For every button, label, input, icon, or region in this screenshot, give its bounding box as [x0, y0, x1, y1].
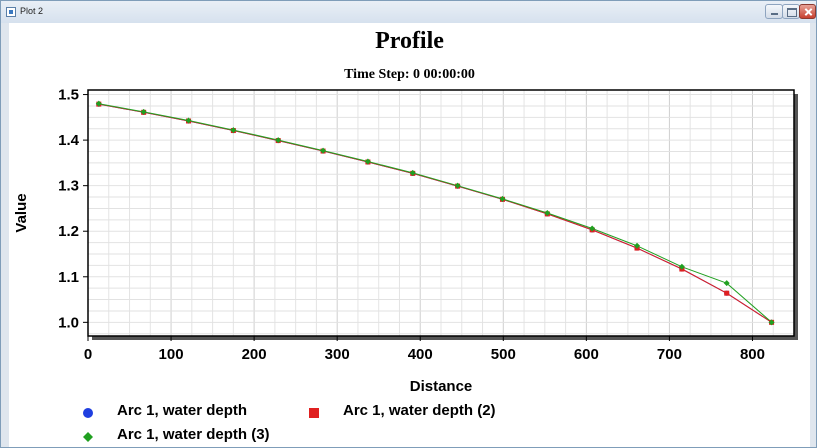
- x-tick-label: 500: [491, 346, 516, 363]
- series-3-point: [230, 127, 237, 134]
- profile-chart: 0 100 200 300 400 500 600 700 800 1.0 1.1 1.2 1.3 1.4…: [13, 87, 798, 395]
- series-3-point: [454, 182, 461, 189]
- legend-label: Arc 1, water depth (3): [117, 426, 270, 443]
- y-tick-label: 1.1: [58, 269, 79, 286]
- series-3-point: [275, 137, 282, 144]
- y-tick-label: 1.3: [58, 178, 79, 195]
- green-diamond-marker-icon: [83, 432, 93, 442]
- x-tick-label: 800: [740, 346, 765, 363]
- y-tick-label: 1.4: [58, 132, 80, 149]
- window-title: Plot 2: [20, 6, 44, 16]
- x-tick-label: 200: [242, 346, 267, 363]
- series-3-point: [589, 225, 596, 232]
- legend-label: Arc 1, water depth (2): [343, 402, 496, 419]
- x-axis-label: Distance: [410, 378, 473, 395]
- y-tick-label: 1.2: [58, 223, 79, 240]
- series-3-point: [409, 169, 416, 176]
- maximize-button[interactable]: [782, 4, 800, 19]
- series-3-point: [320, 147, 327, 154]
- y-axis-label: Value: [13, 193, 30, 232]
- series-3-point: [768, 319, 775, 326]
- plot-title: Profile: [375, 28, 444, 54]
- y-tick-label: 1.5: [58, 87, 79, 104]
- plot-frame: [87, 89, 795, 337]
- close-button[interactable]: [799, 4, 816, 19]
- series-3-point: [634, 242, 641, 249]
- x-tick-label: 700: [657, 346, 682, 363]
- x-tick-label: 0: [84, 346, 92, 363]
- legend-label: Arc 1, water depth: [117, 402, 248, 419]
- x-tick-label: 400: [408, 346, 433, 363]
- series-2-point: [724, 290, 730, 296]
- plot-subtitle: Time Step: 0 00:00:00: [344, 67, 475, 82]
- x-tick-label: 600: [574, 346, 599, 363]
- app-icon[interactable]: [6, 7, 16, 17]
- blue-circle-marker-icon: [83, 408, 93, 418]
- series-3-point: [185, 117, 192, 124]
- minimize-button[interactable]: [765, 4, 783, 19]
- red-square-marker-icon: [309, 408, 319, 418]
- plot-area: Profile Time Step: 0 00:00:00 0 100 200 300…: [9, 23, 810, 447]
- series-3-point: [723, 280, 730, 287]
- y-tick-label: 1.0: [58, 314, 79, 331]
- series-3-point: [678, 263, 685, 270]
- x-tick-label: 300: [325, 346, 350, 363]
- series-line-3: [98, 103, 772, 323]
- series-3-point: [140, 108, 147, 115]
- title-bar[interactable]: Plot 2: [1, 1, 816, 23]
- x-tick-label: 100: [159, 346, 184, 363]
- series-3-point: [364, 158, 371, 165]
- series-3-point: [544, 210, 551, 216]
- series-3-point: [95, 100, 102, 107]
- series-3-point: [499, 195, 506, 202]
